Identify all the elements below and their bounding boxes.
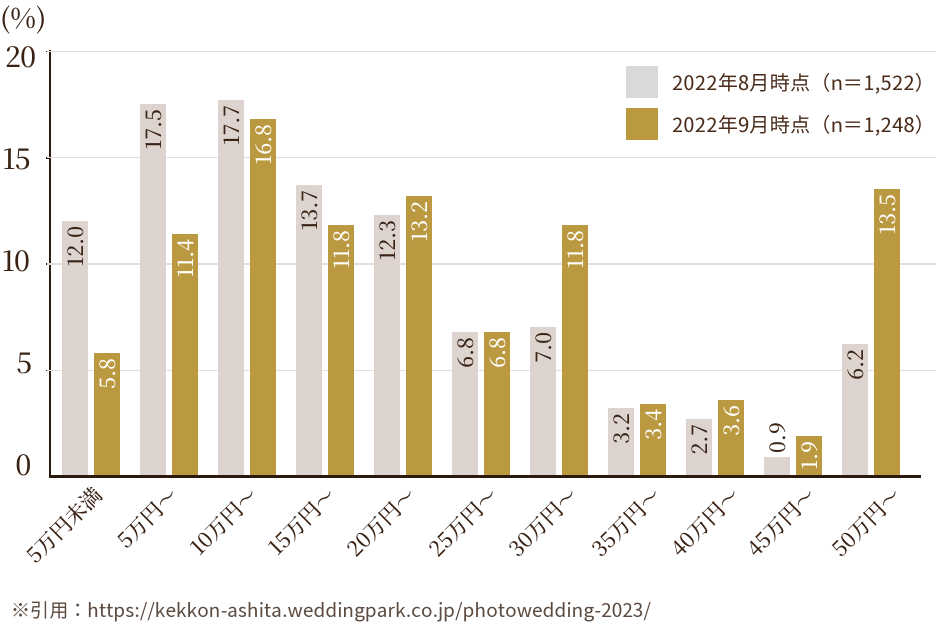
bar-value-label: 0.9 (761, 422, 792, 454)
bar-september-5 (484, 331, 511, 477)
bar-september-2 (250, 118, 277, 477)
source-note: ※引用：https://kekkon-ashita.weddingpark.co… (11, 596, 652, 623)
bar-august-6 (530, 327, 556, 477)
y-tick-label: 0 (15, 444, 31, 484)
bar-august-4 (374, 214, 400, 477)
legend: 2022年8月時点（n＝1,522） 2022年9月時点（n＝1,248） (626, 66, 935, 150)
legend-swatch-september (626, 108, 658, 140)
bar-august-0 (62, 221, 88, 477)
bar-value-label: 3.2 (605, 413, 636, 444)
gridline (47, 263, 936, 265)
x-tick-label: 5万円～ (110, 480, 185, 555)
bar-value-label: 13.2 (403, 200, 434, 242)
y-tick-label: 15 (2, 138, 30, 178)
x-axis-line (48, 475, 921, 478)
bar-value-label: 1.9 (793, 440, 824, 470)
bar-value-label: 3.4 (637, 408, 668, 440)
x-tick-label: 35万円～ (584, 480, 668, 563)
bar-september-10 (874, 189, 901, 477)
bar-value-label: 11.8 (559, 230, 590, 269)
bar-september-3 (328, 225, 355, 477)
bar-august-3 (296, 184, 322, 477)
bar-august-9 (764, 457, 790, 477)
x-tick-label: 15万円～ (260, 480, 343, 562)
bar-value-label: 12.3 (371, 219, 402, 261)
x-tick-label: 10万円～ (183, 480, 265, 562)
bar-value-label: 6.8 (449, 336, 480, 368)
bar-value-label: 11.8 (325, 230, 356, 269)
bar-september-6 (562, 225, 589, 477)
legend-swatch-august (626, 66, 658, 98)
bar-august-8 (686, 418, 712, 477)
bar-august-1 (140, 104, 166, 477)
bar-value-label: 6.8 (481, 336, 512, 368)
bar-september-7 (640, 403, 667, 477)
legend-label-september: 2022年9月時点（n＝1,248） (672, 109, 936, 138)
y-tick-label: 5 (16, 342, 32, 383)
bar-september-8 (718, 399, 745, 477)
bar-september-0 (94, 352, 121, 477)
bar-august-10 (842, 344, 868, 477)
bar-september-9 (796, 435, 823, 477)
x-tick-label: 30万円～ (501, 480, 585, 563)
bar-value-label: 13.5 (871, 194, 902, 235)
legend-label-august: 2022年8月時点（n＝1,522） (672, 67, 936, 96)
bar-value-label: 17.5 (137, 109, 168, 150)
legend-item-august: 2022年8月時点（n＝1,522） (626, 66, 935, 98)
bar-value-label: 5.8 (91, 357, 122, 389)
bar-value-label: 16.8 (247, 123, 278, 165)
bar-august-7 (608, 408, 634, 477)
x-tick-label: 50万円～ (824, 480, 908, 563)
bar-value-label: 3.6 (715, 404, 746, 436)
bar-value-label: 11.4 (169, 238, 200, 278)
legend-item-september: 2022年9月時点（n＝1,248） (626, 108, 935, 140)
y-tick-label: 20 (5, 36, 36, 77)
bar-value-label: 2.7 (683, 423, 714, 455)
bar-august-2 (218, 99, 244, 477)
bar-september-1 (172, 233, 199, 477)
gridline (47, 157, 936, 159)
gridline (47, 50, 936, 53)
bar-value-label: 17.7 (215, 104, 246, 146)
x-tick-label: 45万円～ (739, 480, 823, 563)
bar-value-label: 13.7 (293, 189, 324, 231)
bar-value-label: 7.0 (527, 332, 558, 363)
bar-august-5 (452, 331, 478, 477)
x-tick-label: 20万円～ (339, 480, 423, 563)
x-tick-label: 5万円未満 (19, 480, 109, 570)
x-tick-label: 25万円～ (421, 480, 505, 563)
y-axis-unit-label: (%) (0, 0, 47, 36)
x-tick-label: 40万円～ (663, 480, 746, 563)
y-tick-label: 10 (1, 239, 30, 280)
bar-value-label: 6.2 (839, 349, 870, 381)
bar-value-label: 12.0 (59, 226, 90, 267)
bar-september-4 (406, 195, 433, 477)
